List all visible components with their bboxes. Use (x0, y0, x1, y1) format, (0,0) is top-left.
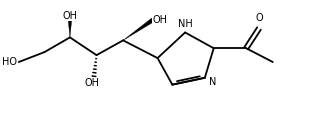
Text: N: N (209, 77, 216, 87)
Polygon shape (68, 15, 72, 37)
Text: O: O (255, 13, 263, 23)
Polygon shape (123, 17, 156, 40)
Text: OH: OH (84, 78, 99, 88)
Text: NH: NH (178, 19, 193, 28)
Text: HO: HO (2, 57, 17, 67)
Text: OH: OH (62, 11, 77, 21)
Text: OH: OH (152, 15, 167, 25)
